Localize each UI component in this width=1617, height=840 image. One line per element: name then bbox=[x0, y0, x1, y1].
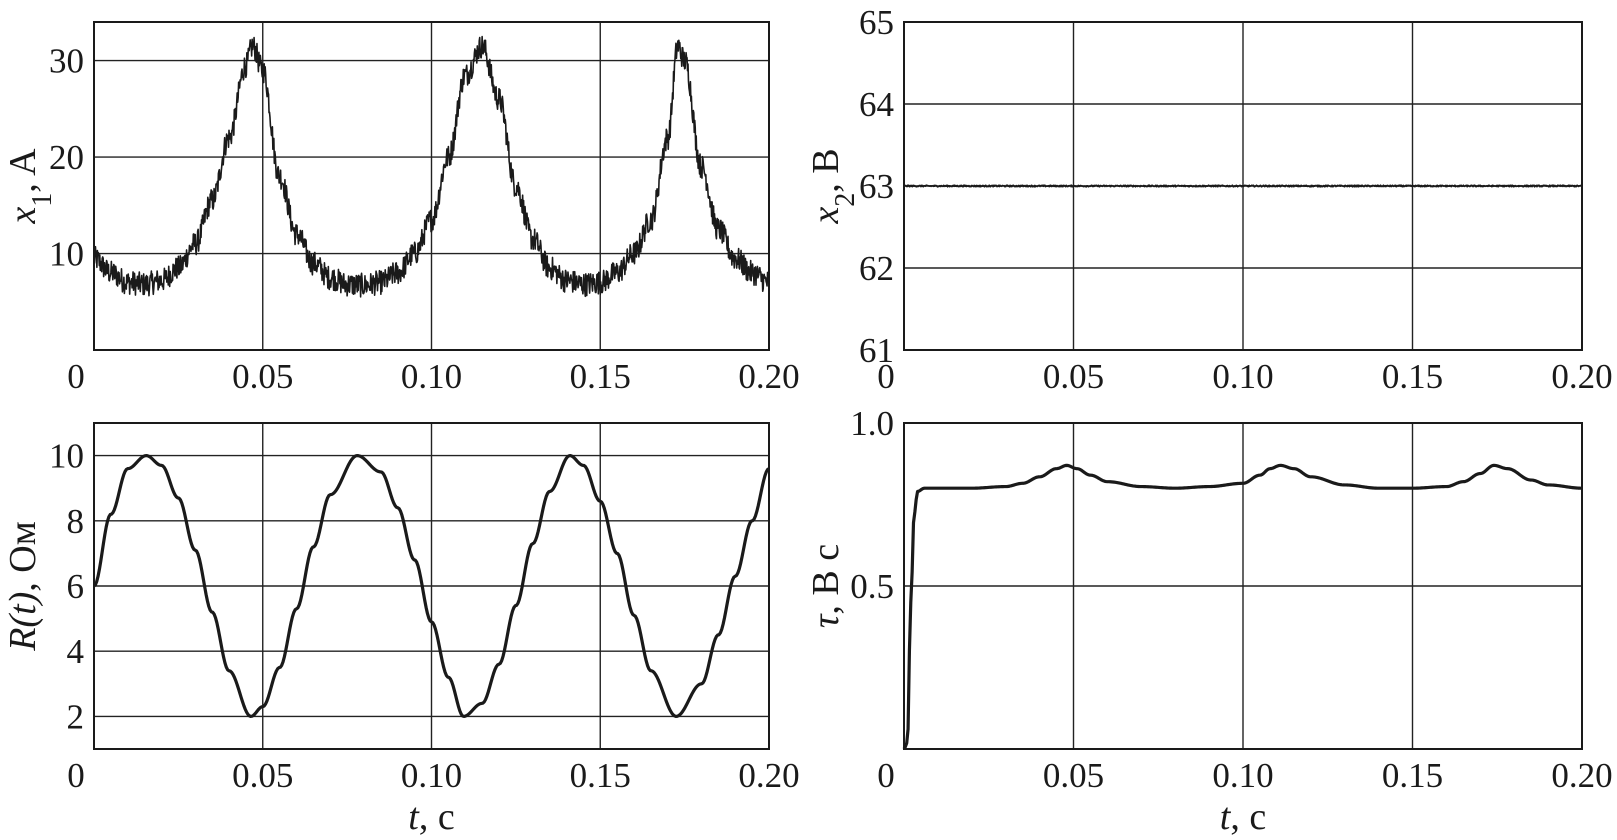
x-tick-label: 0 bbox=[67, 357, 85, 396]
x-tick-label: 0.20 bbox=[1551, 357, 1612, 396]
y-tick-label: 65 bbox=[859, 3, 894, 42]
x-tick-label: 0.05 bbox=[1043, 756, 1104, 795]
x-tick-label: 0.10 bbox=[401, 357, 462, 396]
y-tick-label: 8 bbox=[67, 502, 85, 541]
x-tick-label: 0.20 bbox=[738, 756, 799, 795]
y-tick-label: 64 bbox=[859, 85, 894, 124]
x-tick-label: 0.10 bbox=[401, 756, 462, 795]
y-axis-label: x2, В bbox=[805, 148, 861, 224]
plot-frame bbox=[903, 422, 1583, 750]
plot-frame bbox=[93, 422, 770, 750]
y-tick-label: 10 bbox=[49, 437, 84, 476]
chart-panel-1: 0 0.05 0.10 0.15 0.20 10 20 30 x1, A bbox=[2, 21, 800, 396]
x-tick-label: 0.20 bbox=[1551, 756, 1612, 795]
x-tick-label: 0.05 bbox=[232, 357, 293, 396]
y-tick-label: 10 bbox=[49, 235, 84, 274]
x-tick-label: 0.15 bbox=[570, 357, 631, 396]
x-tick-label: 0.15 bbox=[1382, 756, 1443, 795]
y-tick-label: 61 bbox=[859, 331, 894, 370]
y-tick-label: 63 bbox=[859, 167, 894, 206]
y-tick-label: 20 bbox=[49, 138, 84, 177]
y-tick-label: 62 bbox=[859, 249, 894, 288]
chart-panel-3: 0 0.05 0.10 0.15 0.20 2 4 6 8 10 R(t), Ом t, с bbox=[2, 422, 800, 838]
x-tick-label: 0 bbox=[877, 756, 895, 795]
x-tick-label: 0.20 bbox=[738, 357, 799, 396]
x-tick-label: 0 bbox=[877, 357, 895, 396]
series-line-1 bbox=[93, 35, 770, 298]
x-tick-label: 0.15 bbox=[570, 756, 631, 795]
x-tick-label: 0 bbox=[67, 756, 85, 795]
chart-panel-4: 0 0.05 0.10 0.15 0.20 0.5 1.0 τ, В с t, с bbox=[805, 404, 1613, 838]
series-line-1 bbox=[903, 184, 1583, 188]
x-tick-label: 0.10 bbox=[1212, 756, 1273, 795]
y-tick-label: 4 bbox=[67, 632, 85, 671]
x-tick-label: 0.05 bbox=[232, 756, 293, 795]
y-axis-label: R(t), Ом bbox=[2, 521, 44, 652]
y-axis-label: τ, В с bbox=[805, 544, 847, 628]
y-tick-label: 6 bbox=[67, 567, 85, 606]
x-axis-label: t, с bbox=[408, 796, 454, 838]
plot-frame bbox=[903, 21, 1583, 351]
x-tick-label: 0.05 bbox=[1043, 357, 1104, 396]
y-tick-label: 2 bbox=[67, 697, 85, 736]
y-tick-label: 0.5 bbox=[850, 567, 894, 606]
plot-frame bbox=[93, 21, 770, 351]
y-axis-label: x1, A bbox=[2, 148, 58, 225]
x-tick-label: 0.15 bbox=[1382, 357, 1443, 396]
series-line-1 bbox=[92, 454, 770, 718]
y-tick-label: 30 bbox=[49, 42, 84, 81]
chart-panel-2: 0 0.05 0.10 0.15 0.20 61 62 63 64 65 x2, В bbox=[805, 3, 1613, 396]
y-tick-label: 1.0 bbox=[850, 404, 894, 443]
series-line-1 bbox=[902, 463, 1583, 750]
x-tick-label: 0.10 bbox=[1212, 357, 1273, 396]
x-axis-label: t, с bbox=[1220, 796, 1266, 838]
